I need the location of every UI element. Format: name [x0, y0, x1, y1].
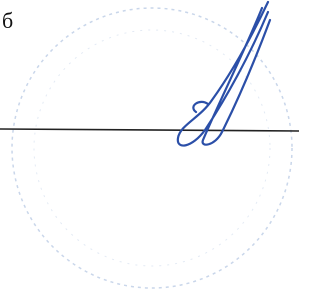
page: б (() => { const data = JSON.parse(docum…: [0, 0, 299, 298]
label: б: [2, 8, 13, 33]
scan: б: [0, 0, 299, 298]
signature: [178, 2, 270, 146]
signature-line: [0, 129, 299, 131]
